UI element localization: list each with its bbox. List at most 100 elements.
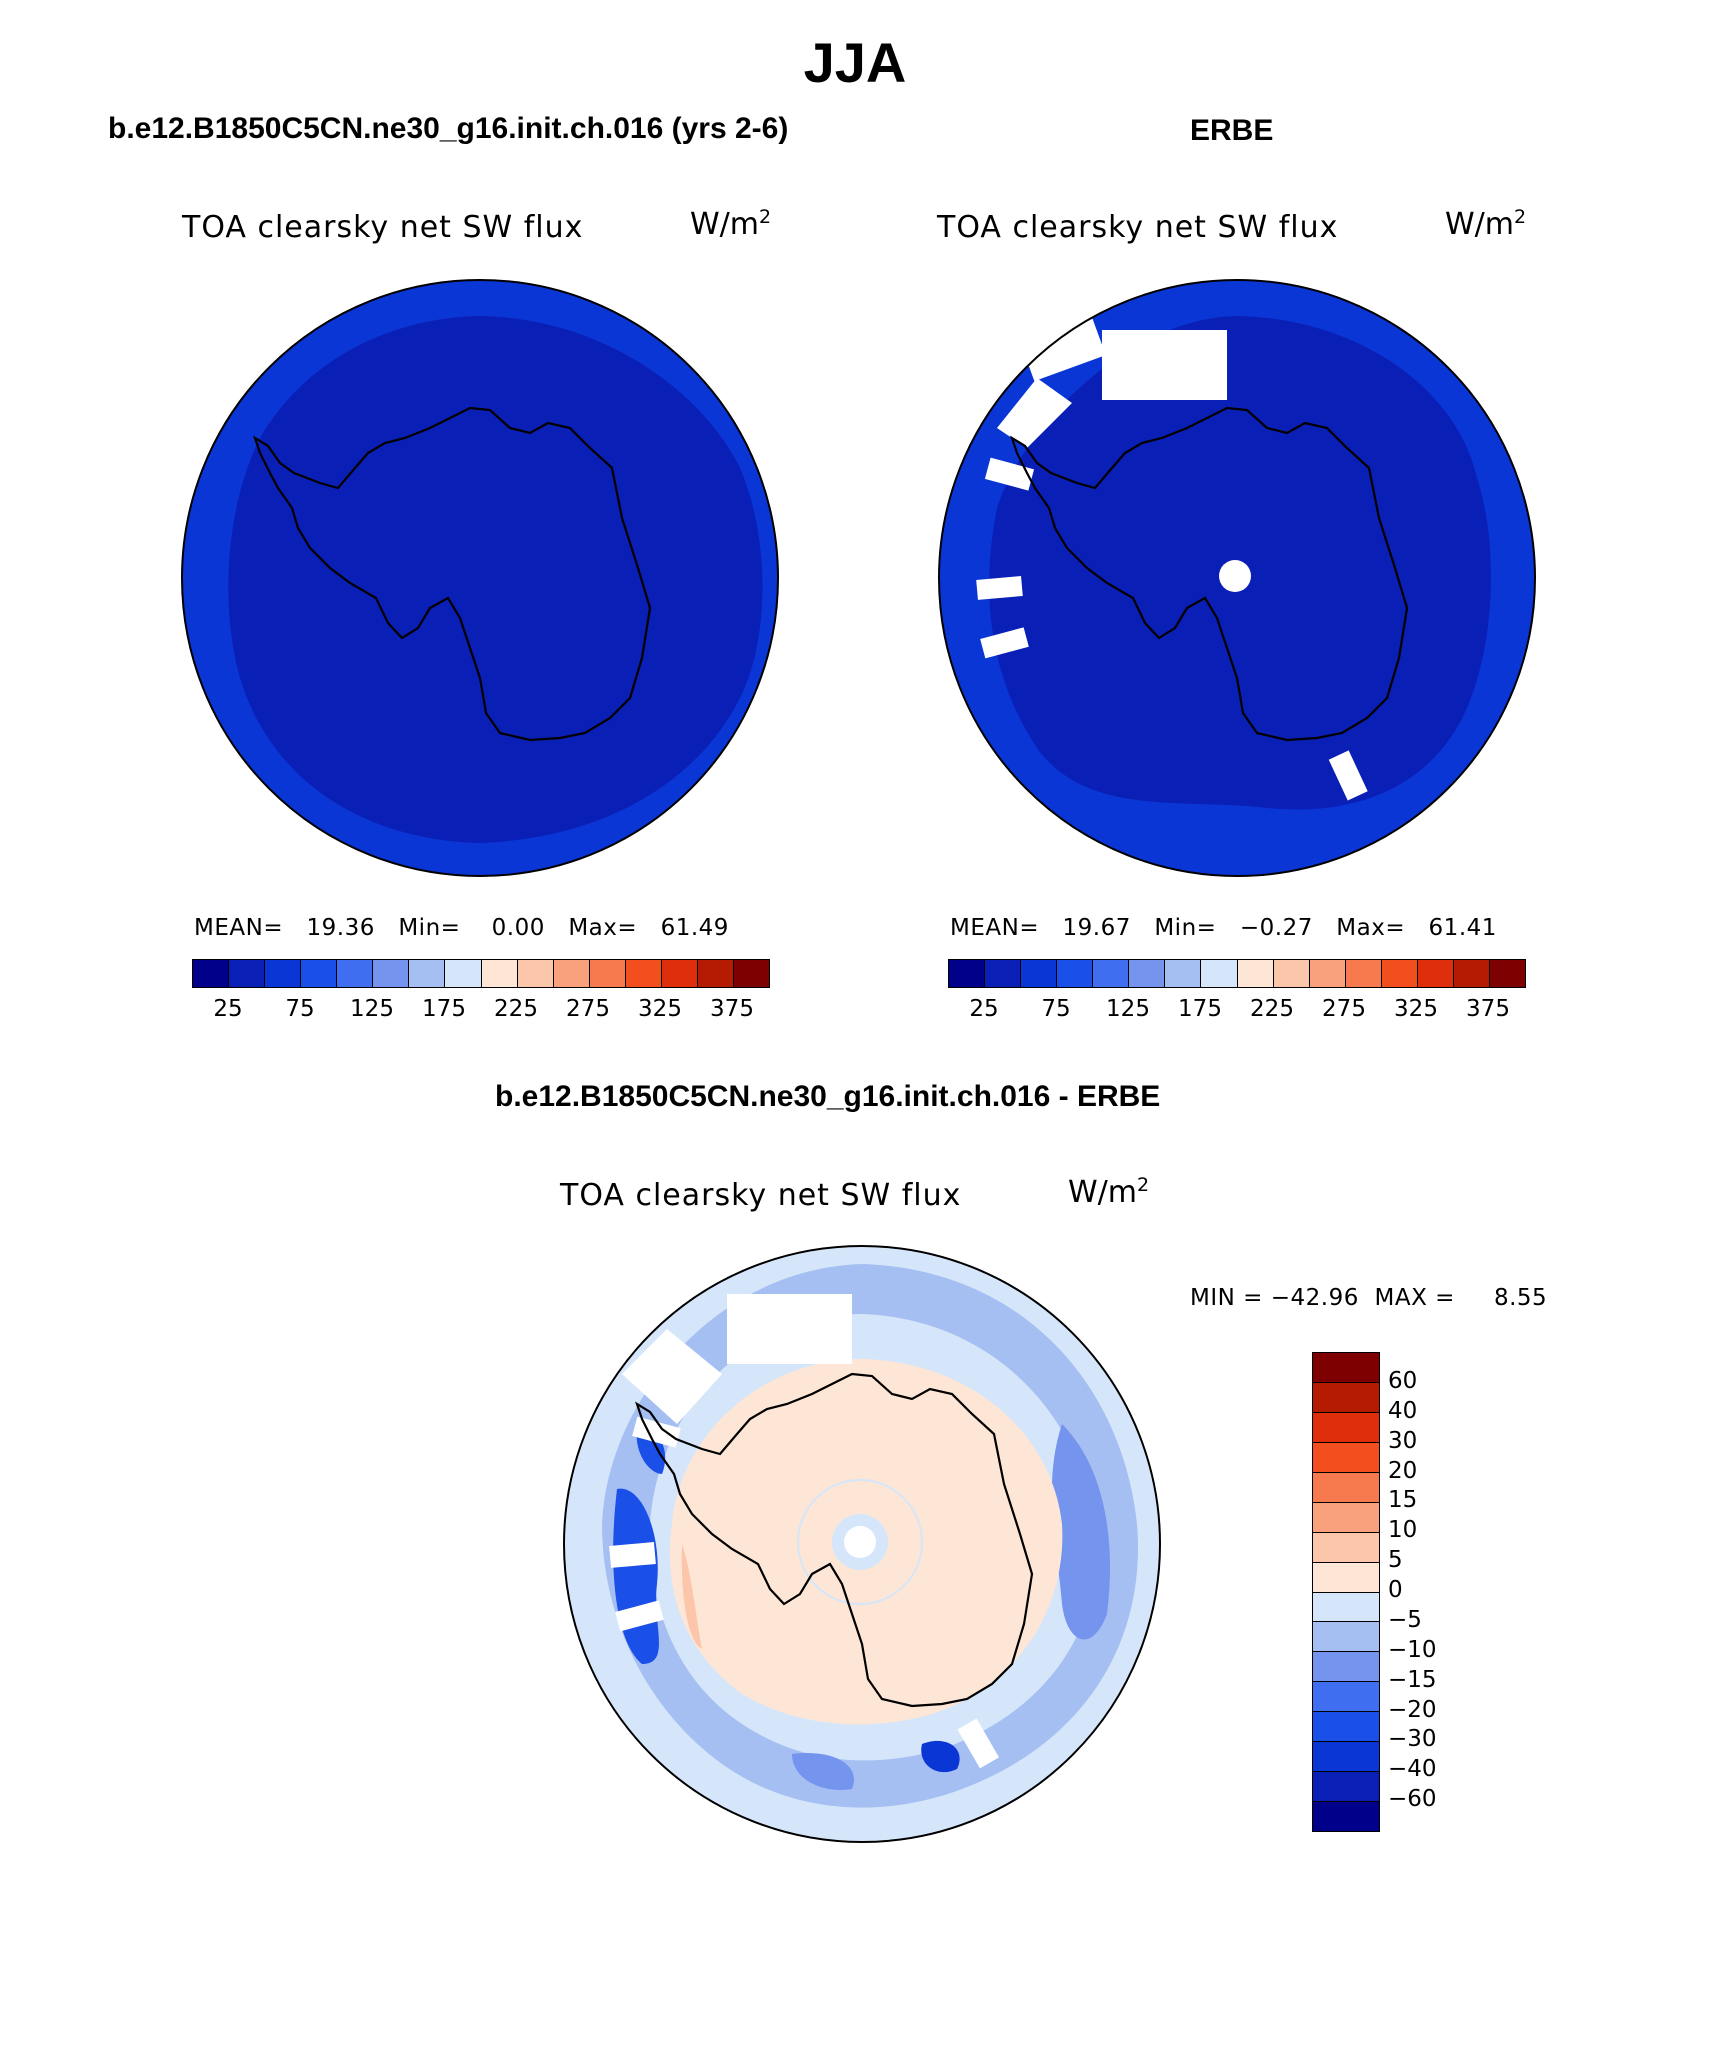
missing-data-block [727,1294,852,1364]
colorbar-tick-label: 25 [969,996,999,1022]
colorbar-swatch [301,960,338,987]
colorbar-tick-label: 275 [1322,996,1366,1022]
colorbar-tick-label: 25 [213,996,243,1022]
colorbar-tick-label: 75 [1041,996,1071,1022]
colorbar-swatch [1313,1772,1379,1803]
diff-panel-title: b.e12.B1850C5CN.ne30_g16.init.ch.016 - E… [495,1080,1161,1113]
colorbar-tick-label: −30 [1388,1726,1437,1753]
colorbar-swatch [1381,960,1418,987]
colorbar-swatch [1313,1382,1379,1413]
colorbar-swatch [1417,960,1454,987]
model-map [181,279,779,877]
colorbar-tick-label: 10 [1388,1517,1418,1544]
colorbar-swatch [1237,960,1274,987]
colorbar-swatch [1165,960,1202,987]
pole-ring [797,1479,923,1605]
colorbar-swatch [1313,1502,1379,1533]
colorbar-swatch [517,960,554,987]
antarctica-outline [634,1372,1034,1708]
colorbar-swatch [1313,1353,1379,1383]
colorbar-swatch [1309,960,1346,987]
colorbar-tick-label: 20 [1388,1457,1418,1484]
positive-sliver-west [681,1544,702,1649]
colorbar-swatch [625,960,662,987]
missing-data-block [976,576,1023,600]
model-variable-label: TOA clearsky net SW flux [182,210,584,245]
negative-patch-east [1051,1424,1110,1640]
colorbar-swatch [1313,1652,1379,1683]
pole-missing [844,1526,876,1558]
colorbar-swatch [1313,1412,1379,1443]
colorbar-swatch [1057,960,1094,987]
colorbar-swatch [985,960,1022,987]
model-units-label: W/m2 [690,206,772,242]
obs-stats: MEAN= 19.67 Min= −0.27 Max= 61.41 [950,915,1497,941]
diff-colorbar-ticks: 60 40 30 20 15 10 5 0 −5 −10 −15 −20 −30 −40 −60 [1388,1352,1468,1830]
inner-field [228,316,763,843]
missing-data-block [980,627,1029,659]
obs-map [938,279,1536,877]
colorbar-swatch [1129,960,1166,987]
colorbar-tick-label: 175 [422,996,466,1022]
colorbar-tick-label: 375 [710,996,754,1022]
colorbar-swatch [1093,960,1130,987]
model-panel-title: b.e12.B1850C5CN.ne30_g16.init.ch.016 (yr… [108,112,789,145]
missing-data-block [984,457,1035,491]
colorbar-swatch [1313,1592,1379,1623]
colorbar-tick-label: 75 [285,996,315,1022]
colorbar-tick-label: 125 [350,996,394,1022]
colorbar-tick-label: 275 [566,996,610,1022]
colorbar-swatch [553,960,590,987]
colorbar-swatch [1021,960,1058,987]
model-stats: MEAN= 19.36 Min= 0.00 Max= 61.49 [194,915,729,941]
colorbar-swatch [265,960,302,987]
colorbar-tick-label: −60 [1388,1786,1437,1813]
colorbar-tick-label: 5 [1388,1547,1403,1574]
model-colorbar-ticks: 25 75 125 175 225 275 325 375 [192,996,768,1026]
diff-minmax: MIN = −42.96 MAX = 8.55 [1190,1285,1548,1311]
colorbar-tick-label: 40 [1388,1397,1418,1424]
colorbar-tick-label: 60 [1388,1367,1418,1394]
colorbar-tick-label: 15 [1388,1487,1418,1514]
colorbar-swatch [373,960,410,987]
obs-variable-label: TOA clearsky net SW flux [937,210,1339,245]
antarctica-outline [1009,406,1409,742]
colorbar-swatch [1453,960,1490,987]
colorbar-swatch [229,960,266,987]
colorbar-swatch [445,960,482,987]
colorbar-tick-label: 325 [1394,996,1438,1022]
colorbar-swatch [1273,960,1310,987]
colorbar-swatch [1313,1472,1379,1503]
missing-data-block [1328,750,1368,801]
diff-units-label: W/m2 [1068,1174,1150,1210]
missing-data-block [622,1329,722,1424]
colorbar-swatch [409,960,446,987]
diff-map [563,1245,1161,1843]
diff-colorbar [1312,1352,1380,1832]
colorbar-swatch [1313,1682,1379,1713]
missing-data-block [957,1718,1000,1769]
missing-data-block [609,1542,656,1568]
missing-data-block [615,1600,664,1632]
colorbar-tick-label: −15 [1388,1666,1437,1693]
colorbar-tick-label: 375 [1466,996,1510,1022]
colorbar-tick-label: −40 [1388,1756,1437,1783]
diff-variable-label: TOA clearsky net SW flux [560,1178,962,1213]
colorbar-swatch [949,960,986,987]
colorbar-swatch [337,960,374,987]
colorbar-tick-label: 0 [1388,1577,1403,1603]
colorbar-swatch [193,960,230,987]
pole-missing [1219,560,1251,592]
obs-units-label: W/m2 [1445,206,1527,242]
missing-data-block [1102,330,1227,400]
obs-colorbar-ticks: 25 75 125 175 225 275 325 375 [948,996,1524,1026]
colorbar-swatch [589,960,626,987]
colorbar-swatch [1489,960,1525,987]
colorbar-swatch [697,960,734,987]
colorbar-tick-label: 125 [1106,996,1150,1022]
colorbar-tick-label: −5 [1388,1606,1422,1633]
colorbar-tick-label: −10 [1388,1636,1437,1663]
colorbar-swatch [1201,960,1238,987]
colorbar-swatch [1313,1742,1379,1773]
colorbar-swatch [733,960,769,987]
